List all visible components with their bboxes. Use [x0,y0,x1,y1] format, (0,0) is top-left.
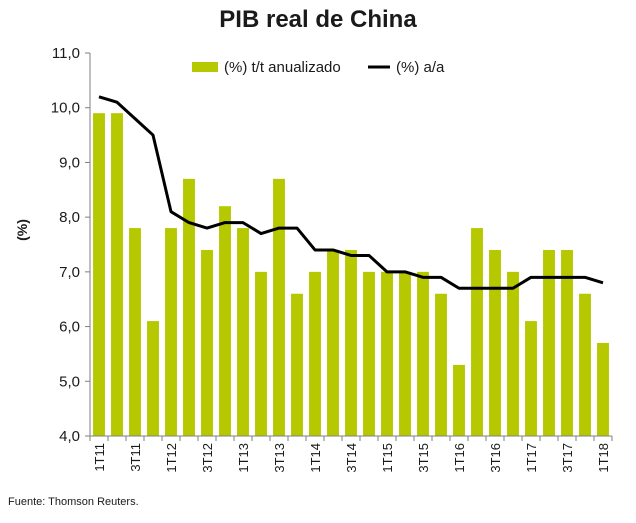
bar [363,271,375,436]
bar [129,228,141,436]
y-tick-label: 6,0 [59,319,80,336]
y-tick-label: 9,0 [59,154,80,171]
bar [381,271,393,436]
bar [111,113,123,436]
bar [309,271,321,436]
x-tick-label: 3T12 [200,443,215,473]
chart-title: PIB real de China [219,6,417,33]
x-tick-label: 3T14 [344,443,359,473]
bar [597,342,609,436]
legend-swatch-bar [192,62,218,72]
x-tick-label: 1T11 [92,443,107,472]
bar [579,293,591,436]
bar [345,249,357,436]
x-tick-label: 3T15 [416,443,431,473]
x-tick-label: 3T17 [560,443,575,473]
bar [255,271,267,436]
bar [237,228,249,436]
x-tick-label: 1T14 [308,443,323,473]
source-note: Fuente: Thomson Reuters. [8,496,139,508]
bar [273,178,285,437]
y-tick-label: 4,0 [59,428,80,445]
bar [183,178,195,437]
bar [453,364,465,436]
y-tick-label: 8,0 [59,209,80,226]
x-tick-label: 3T11 [128,443,143,472]
x-tick-label: 1T15 [380,443,395,473]
axes [89,53,612,437]
x-axis-ticks: 1T11 3T11 1T12 3T12 1T13 3T13 1T14 3T14 1T15 3T15… [89,436,613,473]
bar [219,206,231,436]
bar-series [93,113,609,437]
y-axis-title: (%) [14,219,30,241]
x-tick-label: 1T17 [524,443,539,473]
bar [435,293,447,436]
x-tick-label: 1T13 [236,443,251,473]
y-tick-label: 11,0 [52,45,80,62]
bar [417,271,429,436]
y-tick-label: 10,0 [51,100,80,117]
legend: (%) t/t anualizado (%) a/a [192,59,445,76]
y-tick-label: 5,0 [59,373,80,390]
y-tick-label: 7,0 [59,264,80,281]
legend-label-bar: (%) t/t anualizado [224,59,341,76]
bar [543,249,555,436]
bar [291,293,303,436]
x-tick-label: 1T18 [596,443,611,473]
x-tick-label: 3T13 [272,443,287,473]
line-series [98,95,604,290]
bar [489,249,501,436]
bar [525,321,537,436]
x-tick-label: 1T16 [452,443,467,473]
bar [147,321,159,436]
bar [399,271,411,436]
x-tick-label: 1T12 [164,443,179,473]
x-tick-label: 3T16 [488,443,503,473]
bar [507,271,519,436]
legend-label-line: (%) a/a [396,59,445,76]
bar [327,249,339,436]
bar [561,249,573,436]
bar [165,228,177,436]
bar [471,228,483,436]
y-axis-ticks: 4,0 5,0 6,0 7,0 8,0 9,0 10,0 11,0 [51,45,90,445]
bar [93,113,105,436]
bar [201,249,213,436]
line-series-path [98,95,604,290]
